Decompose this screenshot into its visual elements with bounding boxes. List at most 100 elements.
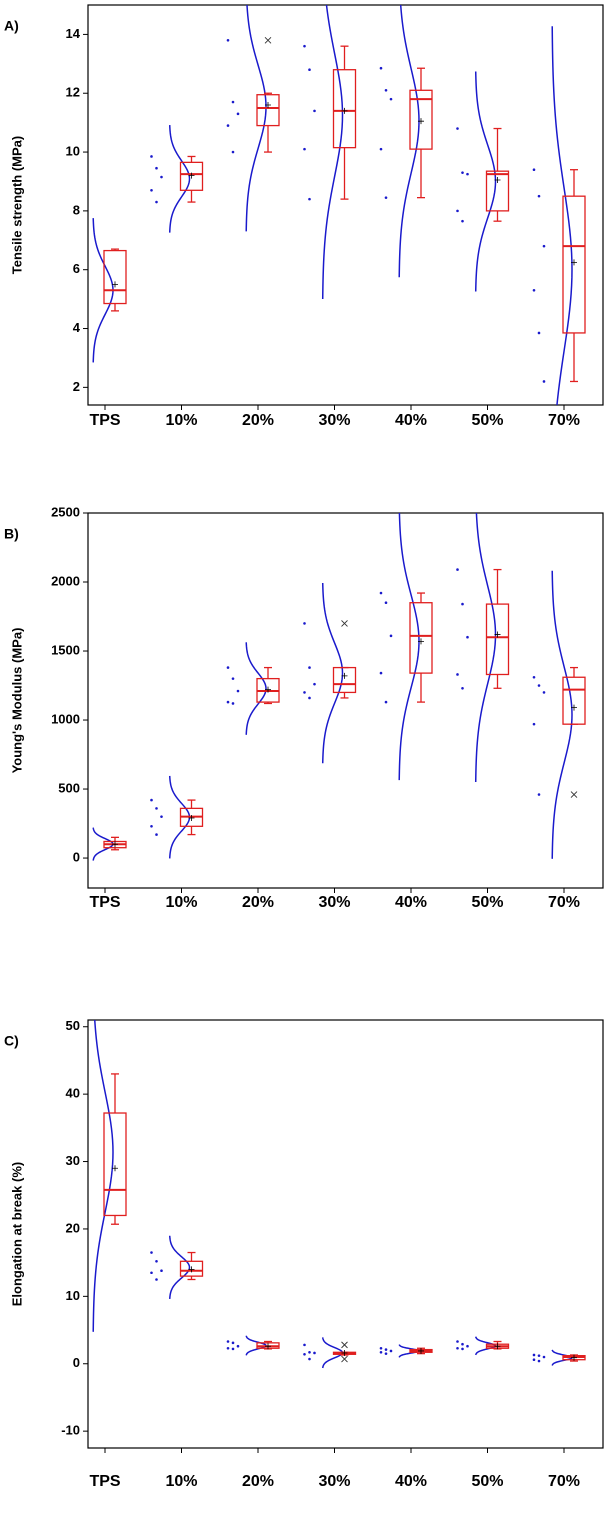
mean-marker [418,1347,424,1354]
x-tick-label: 20% [242,1473,274,1490]
data-point [155,833,158,836]
data-point [532,1358,536,1362]
data-point [74,835,77,838]
data-point [313,682,316,686]
data-point [150,825,153,828]
data-point [542,244,546,248]
data-point [313,109,316,113]
box [179,161,204,191]
y-tick-label: 2 [73,379,80,394]
x-tick-label: 10% [165,1473,197,1490]
distribution-curve [398,513,420,781]
y-tick-label: 6 [73,261,80,276]
x-tick-label: TPS [89,412,120,429]
mean-marker [265,686,271,693]
data-point [389,634,393,638]
data-point [456,673,459,676]
y-tick-label: 2000 [51,573,80,588]
data-point [79,1112,82,1115]
y-tick-label: 500 [58,780,80,795]
data-point [226,1346,230,1350]
mean-marker [571,704,577,711]
distribution-curve [398,5,420,278]
data-point [303,691,306,694]
data-point [150,1271,153,1275]
distribution-curve [245,5,267,232]
mean-marker [494,1343,501,1350]
panel-label: B) [4,526,19,542]
distribution-curve [474,71,497,292]
data-point [456,1340,459,1343]
x-tick-label: 70% [548,412,580,429]
y-tick-label: 12 [66,85,80,100]
data-point [384,700,388,704]
mean-marker [265,102,271,108]
box [409,602,433,674]
data-point [389,97,393,101]
box [103,249,127,305]
box [332,69,357,149]
data-point [236,1344,240,1348]
x-tick-label: 20% [242,894,274,911]
x-tick-label: 50% [471,1473,503,1490]
data-point [303,622,306,625]
x-tick-label: 10% [165,412,197,429]
data-point [231,150,235,154]
distribution-curve [474,513,497,782]
distribution-curve [168,1235,191,1300]
data-point [303,44,306,48]
box [179,1260,204,1277]
y-tick-label: 10 [66,143,80,158]
data-point [384,88,388,92]
distribution-curve [168,124,191,233]
data-point [461,1342,464,1346]
x-tick-label: 40% [395,412,427,429]
data-point [461,171,464,174]
y-axis-label: Young's Modulus (MPa) [9,628,24,774]
data-point [74,248,77,251]
data-point [308,1357,311,1361]
data-point [231,677,235,680]
data-point [308,666,311,669]
data-point [384,1348,388,1351]
y-tick-label: 2500 [51,504,80,519]
data-point [150,188,153,192]
data-point [542,691,546,694]
data-point [456,1346,459,1350]
y-tick-label: 8 [73,202,80,217]
box [409,89,433,150]
data-point [150,155,153,158]
x-tick-label: 20% [242,412,274,429]
data-point [384,196,388,199]
y-tick-label: 1500 [51,642,80,657]
data-point [466,635,469,639]
data-point [532,1353,536,1357]
box [256,94,280,127]
box [103,1112,127,1217]
data-point [74,1073,77,1076]
mean-marker [341,1349,348,1356]
x-tick-label: 30% [318,894,350,911]
y-axis-label: Tensile strength (MPa) [9,136,24,274]
distribution-curve [321,5,344,299]
mean-marker [418,118,424,125]
data-point [537,1359,541,1363]
y-tick-label: 10 [66,1288,80,1303]
mean-marker [341,672,348,679]
box [485,603,510,676]
data-point [456,209,459,213]
panel-label: A) [4,18,19,34]
outlier [570,791,578,798]
data-point [537,684,541,687]
data-point [236,112,240,116]
data-point [226,38,230,42]
x-tick-label: 40% [395,1473,427,1490]
mean-marker [188,172,195,179]
mean-marker [341,107,348,114]
data-point [466,1344,469,1348]
data-point [537,194,541,198]
y-tick-label: 0 [73,849,80,864]
data-point [308,68,311,72]
data-point [303,1343,306,1347]
outlier [341,1355,348,1363]
